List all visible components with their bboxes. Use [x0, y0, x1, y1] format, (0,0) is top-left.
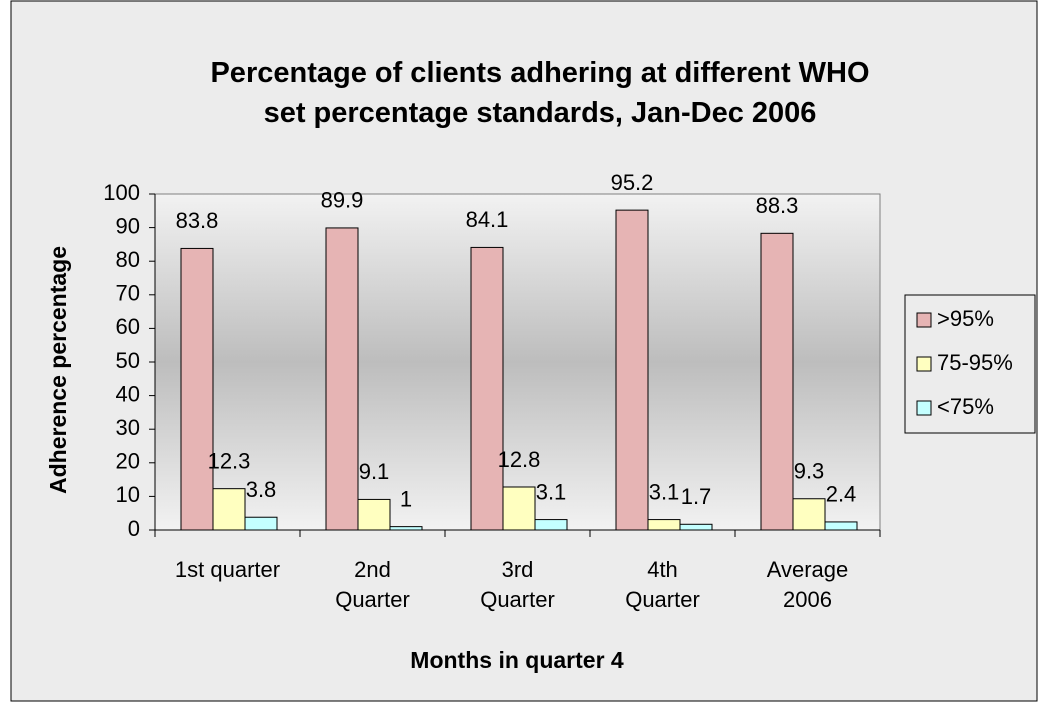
x-tick-label: Average 2006	[766, 557, 849, 612]
y-tick-label: 10	[116, 482, 140, 507]
data-label: 1	[400, 486, 412, 511]
bar	[212, 488, 246, 531]
bar	[502, 486, 536, 531]
y-tick-label: 90	[116, 213, 140, 238]
y-axis-label: Adherence percentage	[45, 246, 71, 494]
data-label: 1.7	[681, 484, 712, 509]
y-tick-label: 30	[116, 415, 140, 440]
x-tick-label: 4th Quarter	[625, 557, 700, 612]
x-axis-label: Months in quarter 4	[410, 647, 624, 673]
y-tick-label: 100	[103, 180, 140, 205]
data-label: 3.1	[536, 479, 567, 504]
legend-swatch	[916, 312, 932, 328]
data-label: 3.8	[246, 477, 277, 502]
bar	[760, 232, 794, 531]
bar	[647, 519, 681, 531]
legend-swatch	[916, 400, 932, 416]
bar	[325, 227, 359, 531]
x-tick-label: 2nd Quarter	[335, 557, 410, 612]
y-tick-label: 40	[116, 381, 140, 406]
data-label: 84.1	[466, 207, 509, 232]
legend-label: 75-95%	[937, 350, 1013, 375]
x-tick-label: 1st quarter	[174, 557, 281, 582]
bar	[824, 521, 858, 531]
bar	[389, 526, 423, 531]
bar	[679, 523, 713, 531]
bar	[470, 246, 504, 531]
legend-swatch	[916, 356, 932, 372]
chart-title: Percentage of clients adhering at differ…	[210, 57, 869, 129]
bar	[615, 209, 649, 531]
bar	[357, 498, 391, 531]
data-label: 3.1	[649, 479, 680, 504]
data-label: 83.8	[176, 208, 219, 233]
y-tick-label: 70	[116, 281, 140, 306]
data-label: 12.8	[498, 447, 541, 472]
bar	[180, 247, 214, 531]
y-tick-label: 50	[116, 348, 140, 373]
legend-label: <75%	[937, 394, 994, 419]
data-label: 2.4	[826, 482, 857, 507]
legend-label: >95%	[937, 306, 994, 331]
data-label: 89.9	[321, 188, 364, 213]
plot-area	[154, 193, 881, 531]
data-label: 9.3	[794, 459, 825, 484]
x-tick-label: 3rd Quarter	[480, 557, 555, 612]
bar	[244, 516, 278, 531]
data-label: 12.3	[208, 448, 251, 473]
y-tick-label: 60	[116, 314, 140, 339]
data-label: 9.1	[359, 459, 390, 484]
data-label: 88.3	[756, 193, 799, 218]
y-tick-label: 80	[116, 247, 140, 272]
data-label: 95.2	[611, 170, 654, 195]
y-tick-label: 20	[116, 449, 140, 474]
bar	[534, 519, 568, 531]
y-tick-label: 0	[128, 516, 140, 541]
bar	[792, 498, 826, 531]
